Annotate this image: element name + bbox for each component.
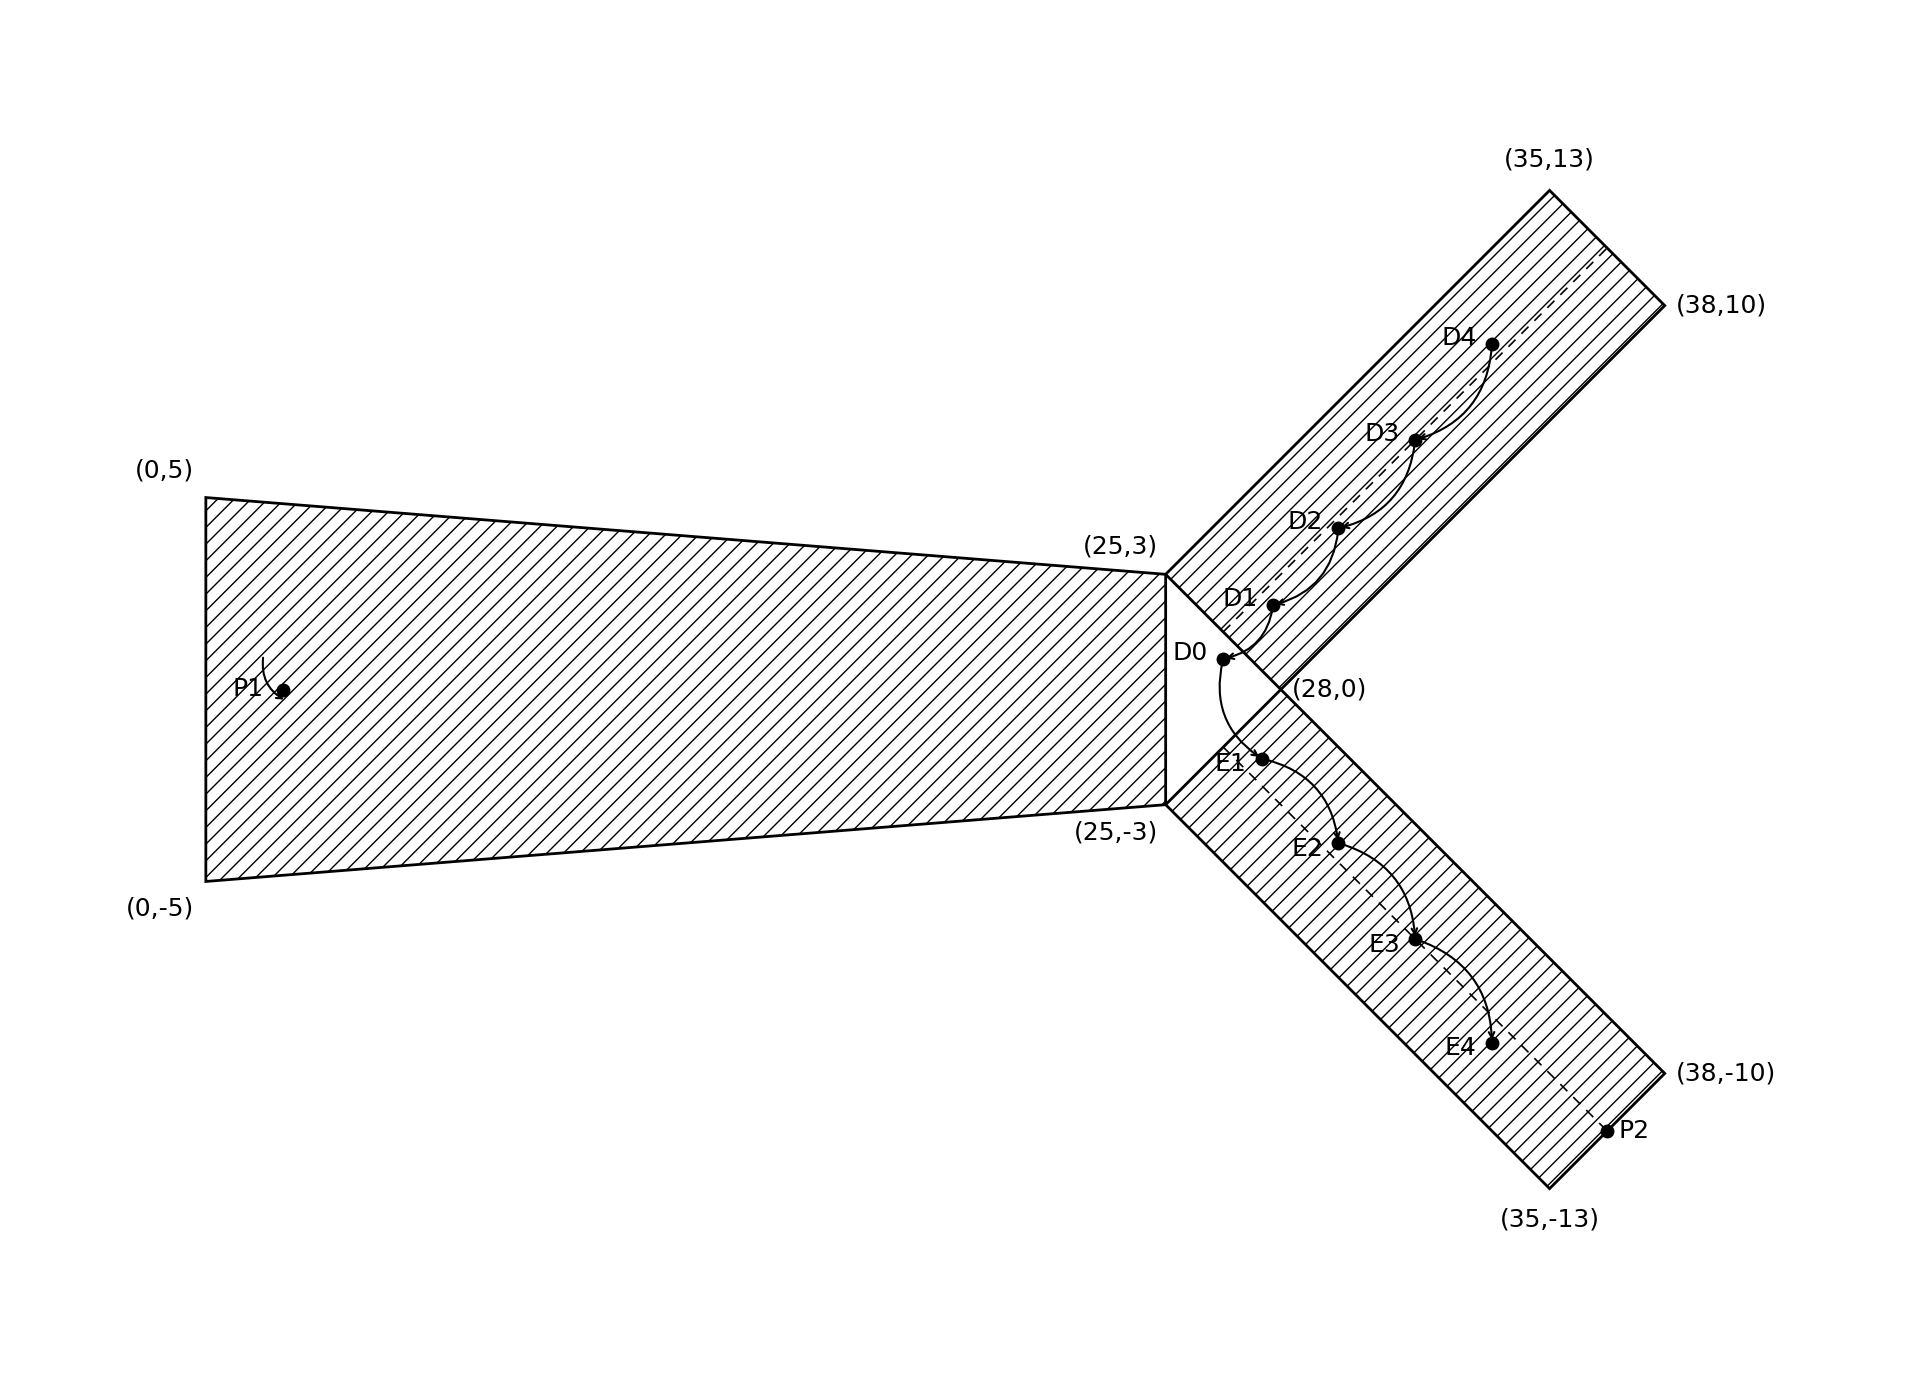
Text: (28,0): (28,0) [1292, 677, 1367, 702]
Text: D4: D4 [1441, 327, 1478, 350]
Text: (35,-13): (35,-13) [1500, 1208, 1600, 1231]
Text: D2: D2 [1289, 510, 1323, 535]
Text: P2: P2 [1619, 1118, 1649, 1143]
Text: E2: E2 [1290, 837, 1323, 860]
Text: (0,5): (0,5) [136, 458, 195, 483]
Text: (35,13): (35,13) [1504, 148, 1596, 171]
Text: D0: D0 [1172, 641, 1208, 665]
Text: D3: D3 [1365, 422, 1399, 447]
Polygon shape [1166, 690, 1665, 1189]
Text: (25,-3): (25,-3) [1073, 821, 1159, 844]
Text: (38,-10): (38,-10) [1676, 1062, 1777, 1085]
Polygon shape [1166, 190, 1665, 690]
Text: (25,3): (25,3) [1082, 535, 1159, 558]
Text: (0,-5): (0,-5) [126, 896, 195, 921]
Text: E3: E3 [1369, 932, 1399, 957]
Text: P1: P1 [233, 677, 263, 702]
Text: E1: E1 [1214, 753, 1247, 776]
Text: (38,10): (38,10) [1676, 294, 1768, 317]
Polygon shape [206, 498, 1166, 881]
Text: E4: E4 [1445, 1037, 1478, 1060]
Text: D1: D1 [1222, 587, 1258, 611]
